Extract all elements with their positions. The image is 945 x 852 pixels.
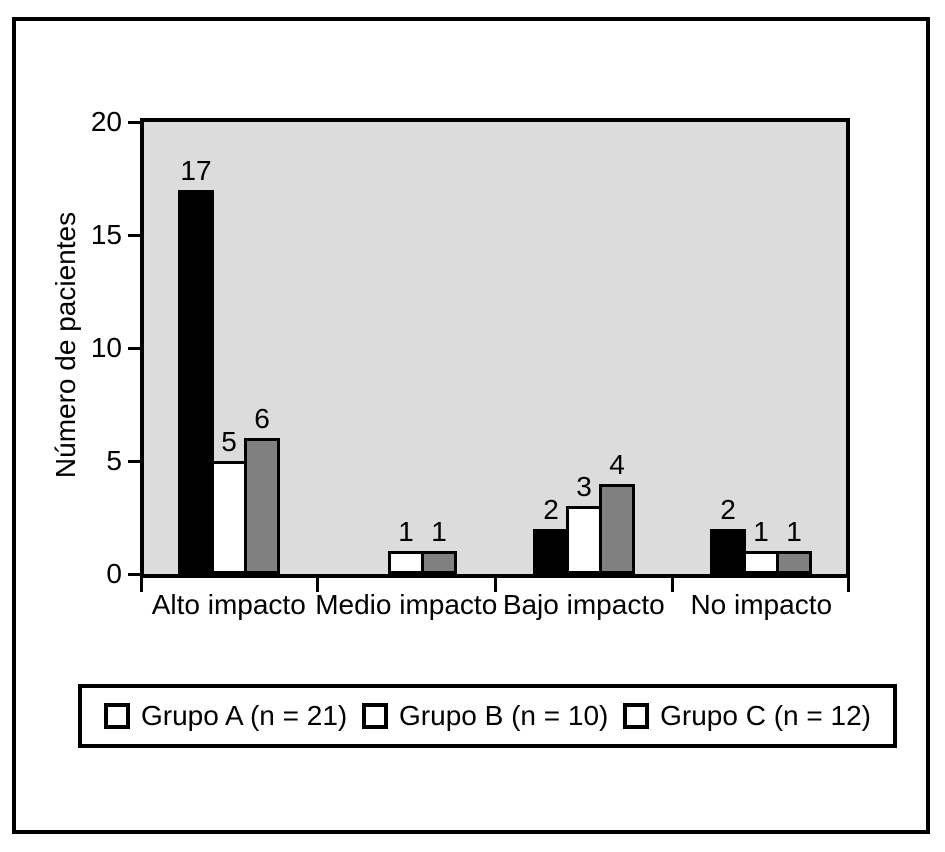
y-axis-tick-label-10: 10	[90, 332, 122, 363]
x-axis-tick-3	[671, 578, 674, 592]
bars-layer: 17 5 6 1 1 2 3 4 2 1 1	[144, 122, 846, 574]
bar-value-label-grupo-a-n-21-no-impacto: 2	[720, 494, 736, 525]
y-axis-tick-10	[128, 346, 140, 350]
x-category-label-bajo-impacto: Bajo impacto	[502, 589, 665, 620]
legend: Grupo A (n = 21) Grupo B (n = 10) Grupo C …	[78, 684, 897, 748]
y-axis-tick-label-15: 15	[90, 219, 122, 250]
legend-item-grupo-c-n-12: Grupo C (n = 12)	[623, 700, 871, 732]
bar-value-label-grupo-a-n-21-bajo-impacto: 2	[543, 494, 559, 525]
bar-value-label-grupo-c-n-12-alto-impacto: 6	[254, 403, 270, 434]
bar-grupo-b-n-10-no-impacto	[743, 551, 779, 574]
y-axis-tick-label-20: 20	[90, 106, 122, 137]
bar-grupo-b-n-10-medio-impacto	[388, 551, 424, 574]
x-axis-tick-4	[847, 578, 850, 592]
legend-swatch-icon	[362, 703, 389, 729]
legend-label: Grupo A (n = 21)	[141, 700, 348, 731]
bar-value-label-grupo-b-n-10-no-impacto: 1	[753, 516, 769, 547]
x-axis-tick-1	[316, 578, 319, 592]
legend-swatch-icon	[623, 703, 650, 729]
bar-grupo-a-n-21-alto-impacto	[178, 190, 214, 574]
legend-item-grupo-a-n-21: Grupo A (n = 21)	[104, 700, 347, 732]
bar-value-label-grupo-c-n-12-bajo-impacto: 4	[609, 449, 625, 480]
y-axis-tick-20	[128, 120, 140, 124]
bar-value-label-grupo-b-n-10-alto-impacto: 5	[221, 426, 237, 457]
legend-swatch-icon	[104, 703, 130, 729]
x-category-label-medio-impacto: Medio impacto	[315, 589, 498, 620]
bar-grupo-c-n-12-medio-impacto	[421, 551, 457, 574]
y-axis-tick-5	[128, 459, 140, 463]
bar-grupo-b-n-10-alto-impacto	[211, 461, 247, 574]
bar-grupo-c-n-12-bajo-impacto	[599, 484, 635, 574]
legend-label: Grupo C (n = 12)	[660, 700, 871, 731]
bar-grupo-c-n-12-alto-impacto	[244, 438, 280, 574]
y-axis-tick-label-5: 5	[106, 445, 122, 476]
bar-value-label-grupo-b-n-10-medio-impacto: 1	[398, 516, 414, 547]
bar-value-label-grupo-b-n-10-bajo-impacto: 3	[576, 471, 592, 502]
legend-item-grupo-b-n-10: Grupo B (n = 10)	[362, 700, 608, 732]
x-category-label-alto-impacto: Alto impacto	[151, 589, 306, 620]
bar-grupo-a-n-21-bajo-impacto	[533, 529, 569, 574]
bar-value-label-grupo-c-n-12-no-impacto: 1	[786, 516, 802, 547]
y-axis-tick-0	[128, 572, 140, 576]
bar-value-label-grupo-c-n-12-medio-impacto: 1	[431, 516, 447, 547]
y-axis-tick-15	[128, 233, 140, 237]
y-axis-tick-label-0: 0	[106, 558, 122, 589]
x-axis-tick-0	[140, 578, 143, 592]
bar-value-label-grupo-a-n-21-alto-impacto: 17	[180, 155, 212, 186]
bar-grupo-b-n-10-bajo-impacto	[566, 506, 602, 574]
x-axis-tick-2	[493, 578, 497, 592]
bar-grupo-c-n-12-no-impacto	[776, 551, 812, 574]
x-category-label-no-impacto: No impacto	[690, 589, 833, 620]
figure-border	[12, 17, 930, 834]
legend-label: Grupo B (n = 10)	[399, 700, 609, 731]
